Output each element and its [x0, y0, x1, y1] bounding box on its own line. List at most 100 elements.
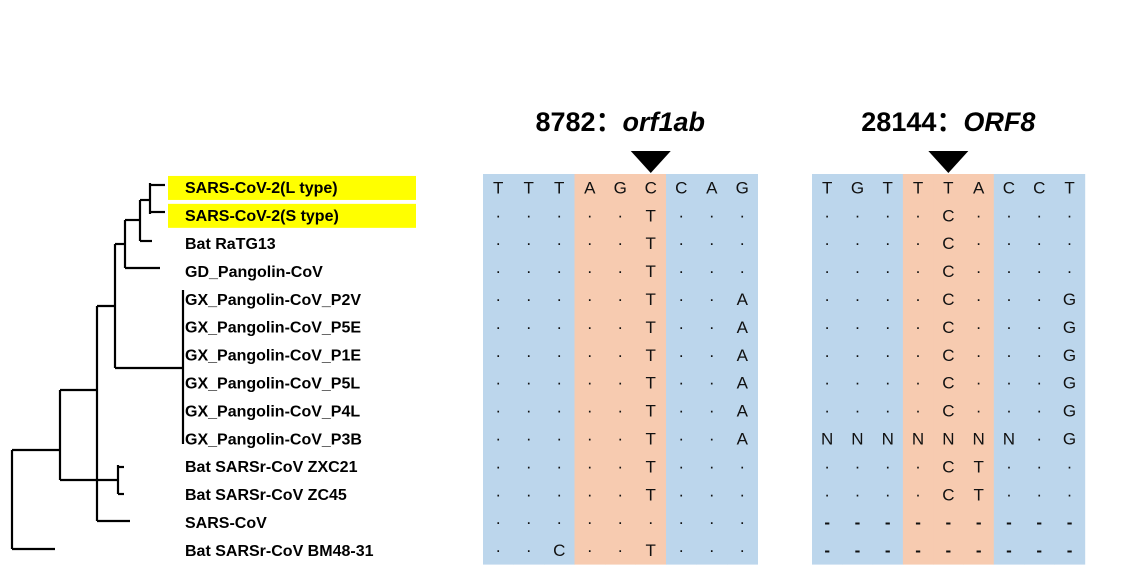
- base: C: [942, 402, 954, 421]
- column-shade: [696, 174, 728, 565]
- base: T: [1064, 178, 1074, 197]
- base: .: [557, 230, 562, 249]
- base: .: [1037, 370, 1042, 389]
- base: .: [496, 509, 501, 528]
- base: .: [1067, 202, 1072, 221]
- base: .: [885, 230, 890, 249]
- base: T: [646, 346, 656, 365]
- base: .: [855, 258, 860, 277]
- base: .: [526, 398, 531, 417]
- base: -: [824, 541, 830, 560]
- base: .: [976, 342, 981, 361]
- base: .: [709, 426, 714, 445]
- base: .: [618, 342, 623, 361]
- base: .: [557, 426, 562, 445]
- base: .: [679, 537, 684, 556]
- base: .: [885, 202, 890, 221]
- base: .: [587, 370, 592, 389]
- base: T: [913, 178, 923, 197]
- base: .: [885, 370, 890, 389]
- base: -: [1067, 541, 1073, 560]
- base: .: [526, 509, 531, 528]
- base: .: [587, 398, 592, 417]
- taxon-label: Bat SARSr-CoV ZXC21: [185, 459, 358, 476]
- alignment-title: 28144：ORF8: [861, 107, 1035, 137]
- base: N: [882, 430, 894, 449]
- base: .: [1007, 258, 1012, 277]
- base: N: [851, 430, 863, 449]
- base: G: [1063, 318, 1076, 337]
- base: -: [855, 513, 861, 532]
- base: .: [618, 453, 623, 472]
- base: .: [587, 230, 592, 249]
- base: .: [916, 453, 921, 472]
- base: G: [1063, 290, 1076, 309]
- base: .: [679, 314, 684, 333]
- base: T: [973, 457, 983, 476]
- base: .: [557, 370, 562, 389]
- base: .: [526, 230, 531, 249]
- column-shade: [933, 174, 964, 565]
- base: .: [855, 342, 860, 361]
- base: .: [526, 370, 531, 389]
- base: .: [916, 314, 921, 333]
- base: G: [614, 178, 627, 197]
- base: .: [496, 342, 501, 361]
- base: .: [709, 398, 714, 417]
- column-shade: [872, 174, 904, 565]
- base: .: [618, 286, 623, 305]
- base: T: [646, 541, 656, 560]
- base: .: [587, 286, 592, 305]
- base: .: [709, 258, 714, 277]
- column-shade: [727, 174, 758, 565]
- base: T: [646, 485, 656, 504]
- base: N: [1003, 430, 1015, 449]
- base: .: [496, 426, 501, 445]
- base: .: [1037, 481, 1042, 500]
- base: .: [1067, 453, 1072, 472]
- base: .: [496, 537, 501, 556]
- base: .: [855, 314, 860, 333]
- base: -: [946, 513, 952, 532]
- base: .: [496, 398, 501, 417]
- base: C: [1033, 178, 1045, 197]
- position: 8782：: [535, 107, 622, 137]
- base: .: [709, 286, 714, 305]
- base: C: [942, 374, 954, 393]
- column-shade: [605, 174, 636, 565]
- base: .: [709, 537, 714, 556]
- base: -: [915, 513, 921, 532]
- base: .: [855, 453, 860, 472]
- base: .: [679, 258, 684, 277]
- base: .: [618, 314, 623, 333]
- base: .: [496, 314, 501, 333]
- base: .: [976, 286, 981, 305]
- base: T: [524, 178, 534, 197]
- base: .: [885, 398, 890, 417]
- base: .: [1007, 481, 1012, 500]
- base: .: [679, 426, 684, 445]
- base: -: [1006, 541, 1012, 560]
- base: T: [973, 485, 983, 504]
- taxon-label: SARS-CoV: [185, 515, 267, 532]
- base: C: [942, 485, 954, 504]
- base: .: [885, 286, 890, 305]
- base: .: [740, 453, 745, 472]
- base: .: [709, 202, 714, 221]
- base: -: [1006, 513, 1012, 532]
- base: .: [557, 342, 562, 361]
- base: C: [675, 178, 687, 197]
- column-shade: [902, 174, 934, 565]
- taxon-label: GX_Pangolin-CoV_P2V: [185, 292, 361, 309]
- base: .: [855, 286, 860, 305]
- base: .: [916, 481, 921, 500]
- base: T: [646, 402, 656, 421]
- base: .: [825, 342, 830, 361]
- column-shade: [483, 174, 514, 565]
- column-shade: [842, 174, 874, 565]
- column-shade: [666, 174, 697, 565]
- base: .: [709, 453, 714, 472]
- column-shade: [574, 174, 606, 565]
- base: .: [557, 453, 562, 472]
